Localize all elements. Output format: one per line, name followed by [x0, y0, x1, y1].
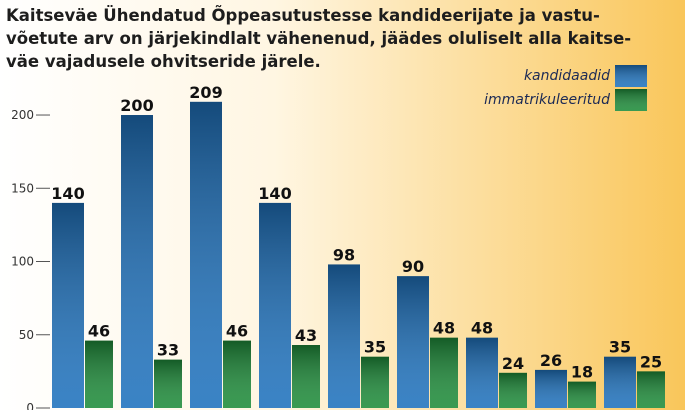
bar [154, 359, 182, 408]
bar [328, 264, 360, 408]
data-label: 33 [157, 341, 179, 360]
data-label: 98 [333, 245, 355, 264]
bar [430, 337, 458, 408]
y-tick-label: 50 [19, 328, 34, 342]
chart-title: võetute arv on järjekindlalt vähenenud, … [6, 29, 631, 48]
bar [190, 101, 222, 408]
bar [466, 337, 498, 408]
legend-swatch-shade [615, 65, 647, 87]
data-label: 46 [226, 322, 248, 341]
data-label: 48 [471, 319, 493, 338]
bar [85, 340, 113, 408]
bar [52, 202, 84, 408]
bar [604, 356, 636, 408]
data-label: 26 [540, 351, 562, 370]
bar [223, 340, 251, 408]
data-label: 46 [88, 322, 110, 341]
bar [568, 381, 596, 408]
chart-title: Kaitseväe Ühendatud Õppeasutustesse kand… [6, 6, 600, 25]
data-label: 25 [640, 352, 662, 371]
bar [397, 276, 429, 408]
y-tick-label: 200 [11, 108, 34, 122]
bar [292, 345, 320, 408]
legend-label: immatrikuleeritud [484, 92, 610, 108]
legend-label: kandidaadid [524, 68, 610, 84]
data-label: 140 [51, 184, 84, 203]
chart-title: väe vajadusele ohvitseride järele. [6, 52, 321, 71]
data-label: 200 [120, 96, 153, 115]
bar [535, 369, 567, 408]
bar [361, 356, 389, 408]
legend-swatch-shade [615, 89, 647, 111]
data-label: 140 [258, 184, 291, 203]
bar [499, 372, 527, 408]
data-label: 90 [402, 257, 424, 276]
bar [637, 371, 665, 408]
bar [121, 115, 153, 409]
data-label: 18 [571, 363, 593, 382]
bar [259, 202, 291, 408]
data-label: 48 [433, 319, 455, 338]
data-label: 43 [295, 326, 317, 345]
y-tick-label: 150 [11, 181, 34, 195]
data-label: 209 [189, 83, 222, 102]
y-tick-label: 100 [11, 255, 34, 269]
data-label: 35 [609, 338, 631, 357]
y-tick-label: 0 [26, 401, 34, 410]
data-label: 24 [502, 354, 524, 373]
data-label: 35 [364, 338, 386, 357]
